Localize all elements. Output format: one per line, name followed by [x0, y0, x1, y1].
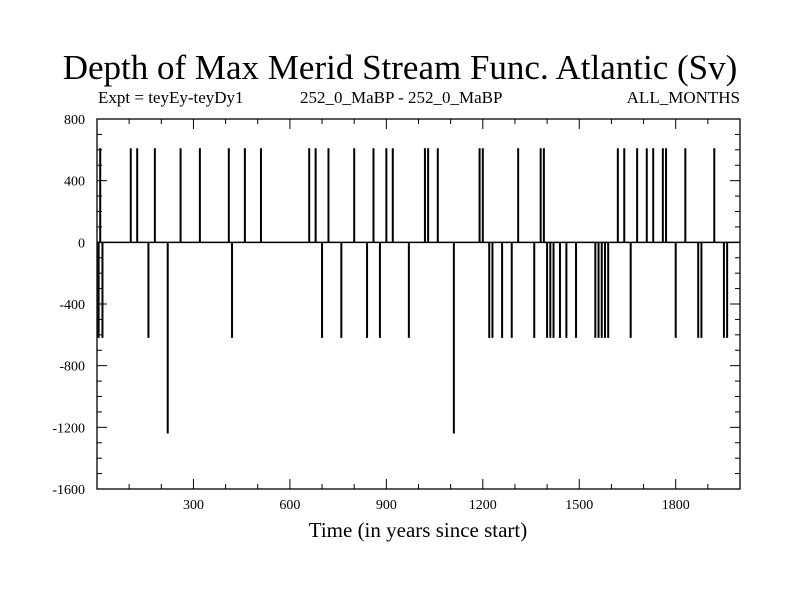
chart-title: Depth of Max Merid Stream Func. Atlantic… [62, 48, 738, 87]
y-tick-label: -800 [59, 360, 85, 375]
y-tick-label: 0 [78, 236, 85, 251]
x-tick-label: 300 [183, 498, 204, 513]
x-tick-label: 1200 [469, 498, 497, 513]
x-axis-title: Time (in years since start) [309, 518, 528, 542]
y-tick-label: 400 [64, 175, 85, 190]
y-tick-label: -1200 [52, 421, 85, 436]
y-tick-label: -1600 [52, 483, 85, 498]
x-tick-label: 900 [376, 498, 397, 513]
x-tick-label: 1800 [662, 498, 690, 513]
x-tick-label: 1500 [565, 498, 593, 513]
chart-subtitle-left: Expt = teyEy-teyDy1 [98, 88, 244, 107]
y-tick-label: 800 [64, 113, 85, 128]
chart-marks [97, 148, 740, 434]
x-tick-label: 600 [279, 498, 300, 513]
y-tick-label: -400 [59, 298, 85, 313]
chart-axes: 800 400 0 -400 -800 -1200 -1600 300 600 900 1200 15… [52, 113, 741, 513]
chart-subtitle-center: 252_0_MaBP - 252_0_MaBP [300, 88, 503, 107]
plot-frame [96, 118, 741, 490]
chart-subtitle-right: ALL_MONTHS [626, 88, 740, 107]
